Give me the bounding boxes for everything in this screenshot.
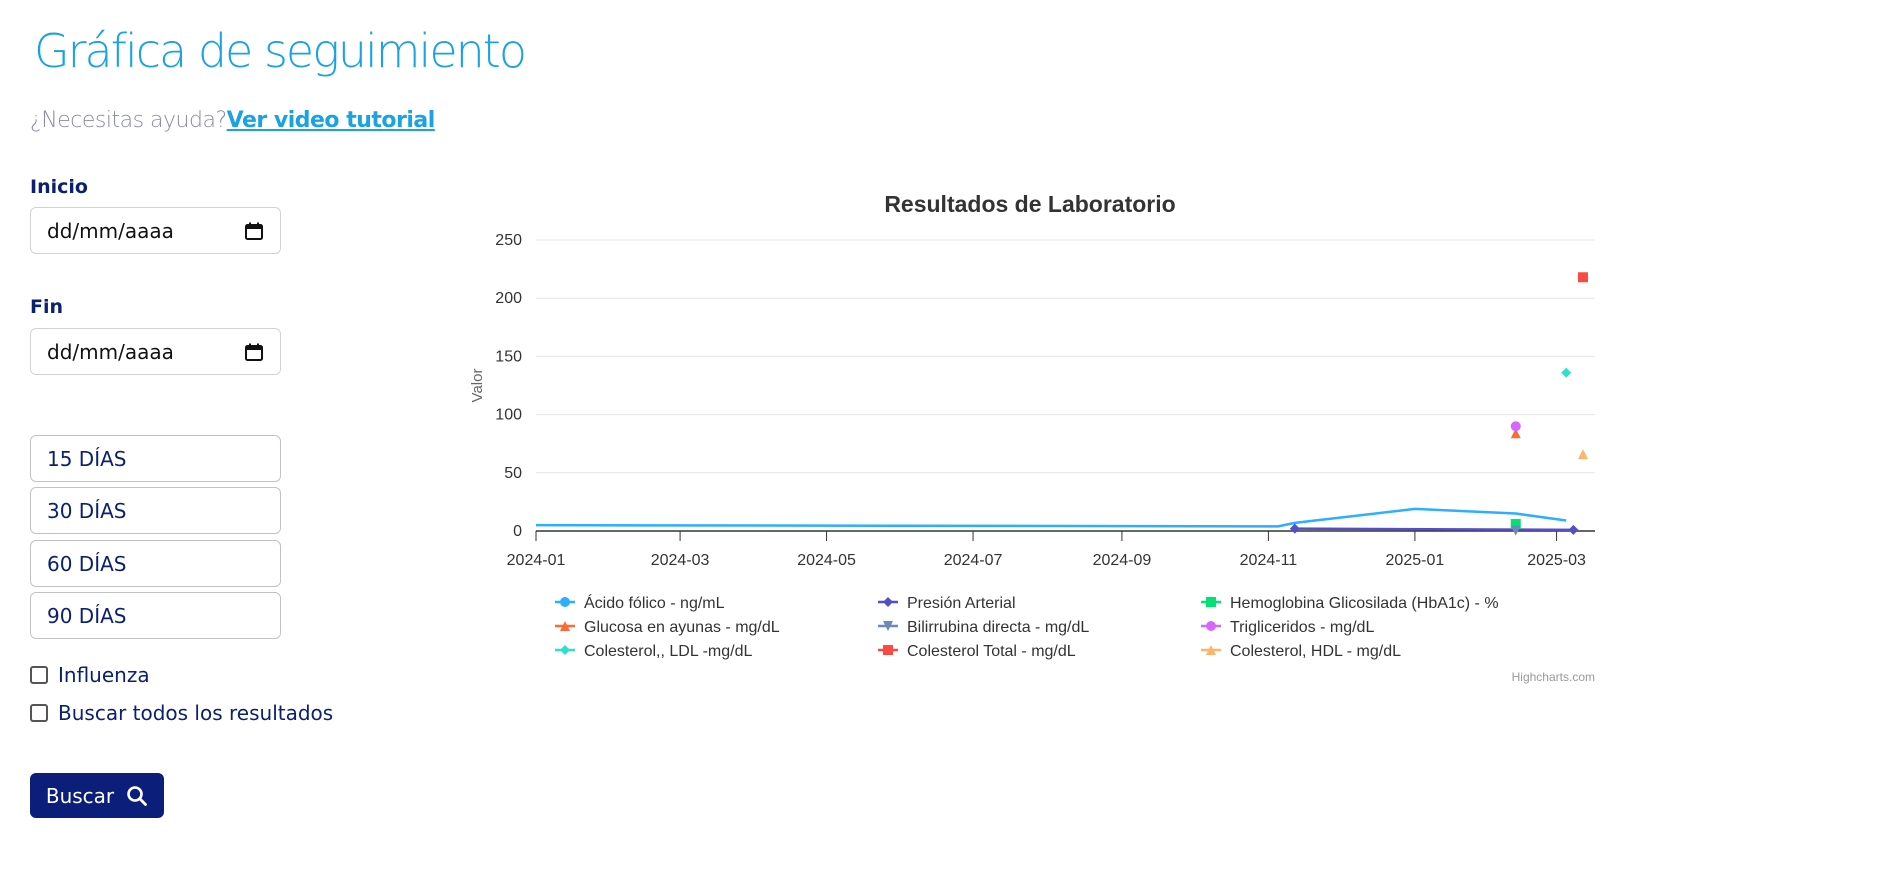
data-point <box>1510 421 1521 432</box>
series-line <box>535 507 1567 528</box>
legend-symbol <box>560 621 570 631</box>
search-button-label: Buscar <box>45 783 115 808</box>
data-point <box>1289 523 1300 534</box>
data-point <box>1510 525 1521 536</box>
x-tick-label: 2025-01 <box>1386 552 1445 569</box>
y-tick-label: 50 <box>504 465 522 482</box>
all-results-checkbox-row[interactable]: Buscar todos los resultados <box>30 701 333 725</box>
range-15-days-button[interactable]: 15 DÍAS <box>30 435 281 482</box>
y-tick-label: 200 <box>495 290 522 307</box>
y-tick-label: 150 <box>495 348 522 365</box>
chart-title: Resultados de Laboratorio <box>884 191 1175 217</box>
data-point <box>1510 428 1521 439</box>
data-point <box>1568 524 1579 535</box>
search-icon <box>127 785 148 806</box>
influenza-label: Influenza <box>58 663 150 687</box>
influenza-checkbox-row[interactable]: Influenza <box>30 663 150 687</box>
end-date-label: Fin <box>30 296 64 318</box>
all-results-label: Buscar todos los resultados <box>58 701 334 725</box>
all-results-checkbox[interactable] <box>30 704 48 722</box>
x-tick-label: 2024-05 <box>797 552 856 569</box>
legend-item: Ácido fólico - ng/mL <box>584 593 725 612</box>
legend-item: Colesterol Total - mg/dL <box>907 643 1076 660</box>
y-tick-label: 0 <box>513 523 522 540</box>
legend-item: Trigliceridos - mg/dL <box>1230 619 1374 636</box>
legend-symbol <box>560 645 570 655</box>
x-tick-label: 2024-03 <box>651 552 710 569</box>
legend-item: Glucosa en ayunas - mg/dL <box>584 619 780 636</box>
legend-item: Colesterol, HDL - mg/dL <box>1230 643 1401 660</box>
legend-item: Hemoglobina Glicosilada (HbA1c) - % <box>1230 595 1499 612</box>
chart-credits: Highcharts.com <box>1512 670 1595 684</box>
legend-symbol <box>883 621 893 631</box>
page-title: Gráfica de seguimiento <box>34 24 527 78</box>
help-line: ¿Necesitas ayuda?Ver video tutorial <box>30 108 435 133</box>
x-tick-label: 2024-09 <box>1093 552 1152 569</box>
x-tick-label: 2024-01 <box>507 552 566 569</box>
y-axis-title: Valor <box>469 369 486 403</box>
y-tick-label: 250 <box>495 232 522 249</box>
calendar-icon[interactable] <box>244 342 264 362</box>
series-line <box>1294 527 1574 532</box>
end-date-placeholder: dd/mm/aaaa <box>47 339 174 364</box>
x-tick-label: 2025-03 <box>1527 552 1586 569</box>
data-point <box>1510 519 1521 530</box>
influenza-checkbox[interactable] <box>30 666 48 684</box>
start-date-input[interactable]: dd/mm/aaaa <box>30 207 281 254</box>
video-tutorial-link[interactable]: Ver video tutorial <box>226 108 436 133</box>
end-date-input[interactable]: dd/mm/aaaa <box>30 328 281 375</box>
range-30-days-button[interactable]: 30 DÍAS <box>30 487 281 534</box>
start-date-placeholder: dd/mm/aaaa <box>47 218 174 243</box>
legend-item: Bilirrubina directa - mg/dL <box>907 619 1089 636</box>
legend-item: Presión Arterial <box>907 595 1016 612</box>
legend-symbol <box>1206 645 1216 655</box>
start-date-label: Inicio <box>30 176 88 198</box>
data-point <box>1577 449 1588 460</box>
search-button[interactable]: Buscar <box>30 773 164 818</box>
help-text: ¿Necesitas ayuda? <box>30 108 227 133</box>
calendar-icon[interactable] <box>244 221 264 241</box>
legend-symbol <box>1206 597 1216 607</box>
x-tick-label: 2024-11 <box>1240 552 1298 569</box>
range-60-days-button[interactable]: 60 DÍAS <box>30 540 281 587</box>
data-point <box>1561 367 1572 378</box>
legend-item: Colesterol,, LDL -mg/dL <box>584 643 752 660</box>
y-tick-label: 100 <box>495 407 522 424</box>
legend-symbol <box>1206 621 1216 631</box>
legend-symbol <box>560 597 570 607</box>
legend-symbol <box>883 597 893 607</box>
x-tick-label: 2024-07 <box>944 552 1003 569</box>
data-point <box>1577 272 1588 283</box>
range-90-days-button[interactable]: 90 DÍAS <box>30 592 281 639</box>
legend-symbol <box>883 645 893 655</box>
